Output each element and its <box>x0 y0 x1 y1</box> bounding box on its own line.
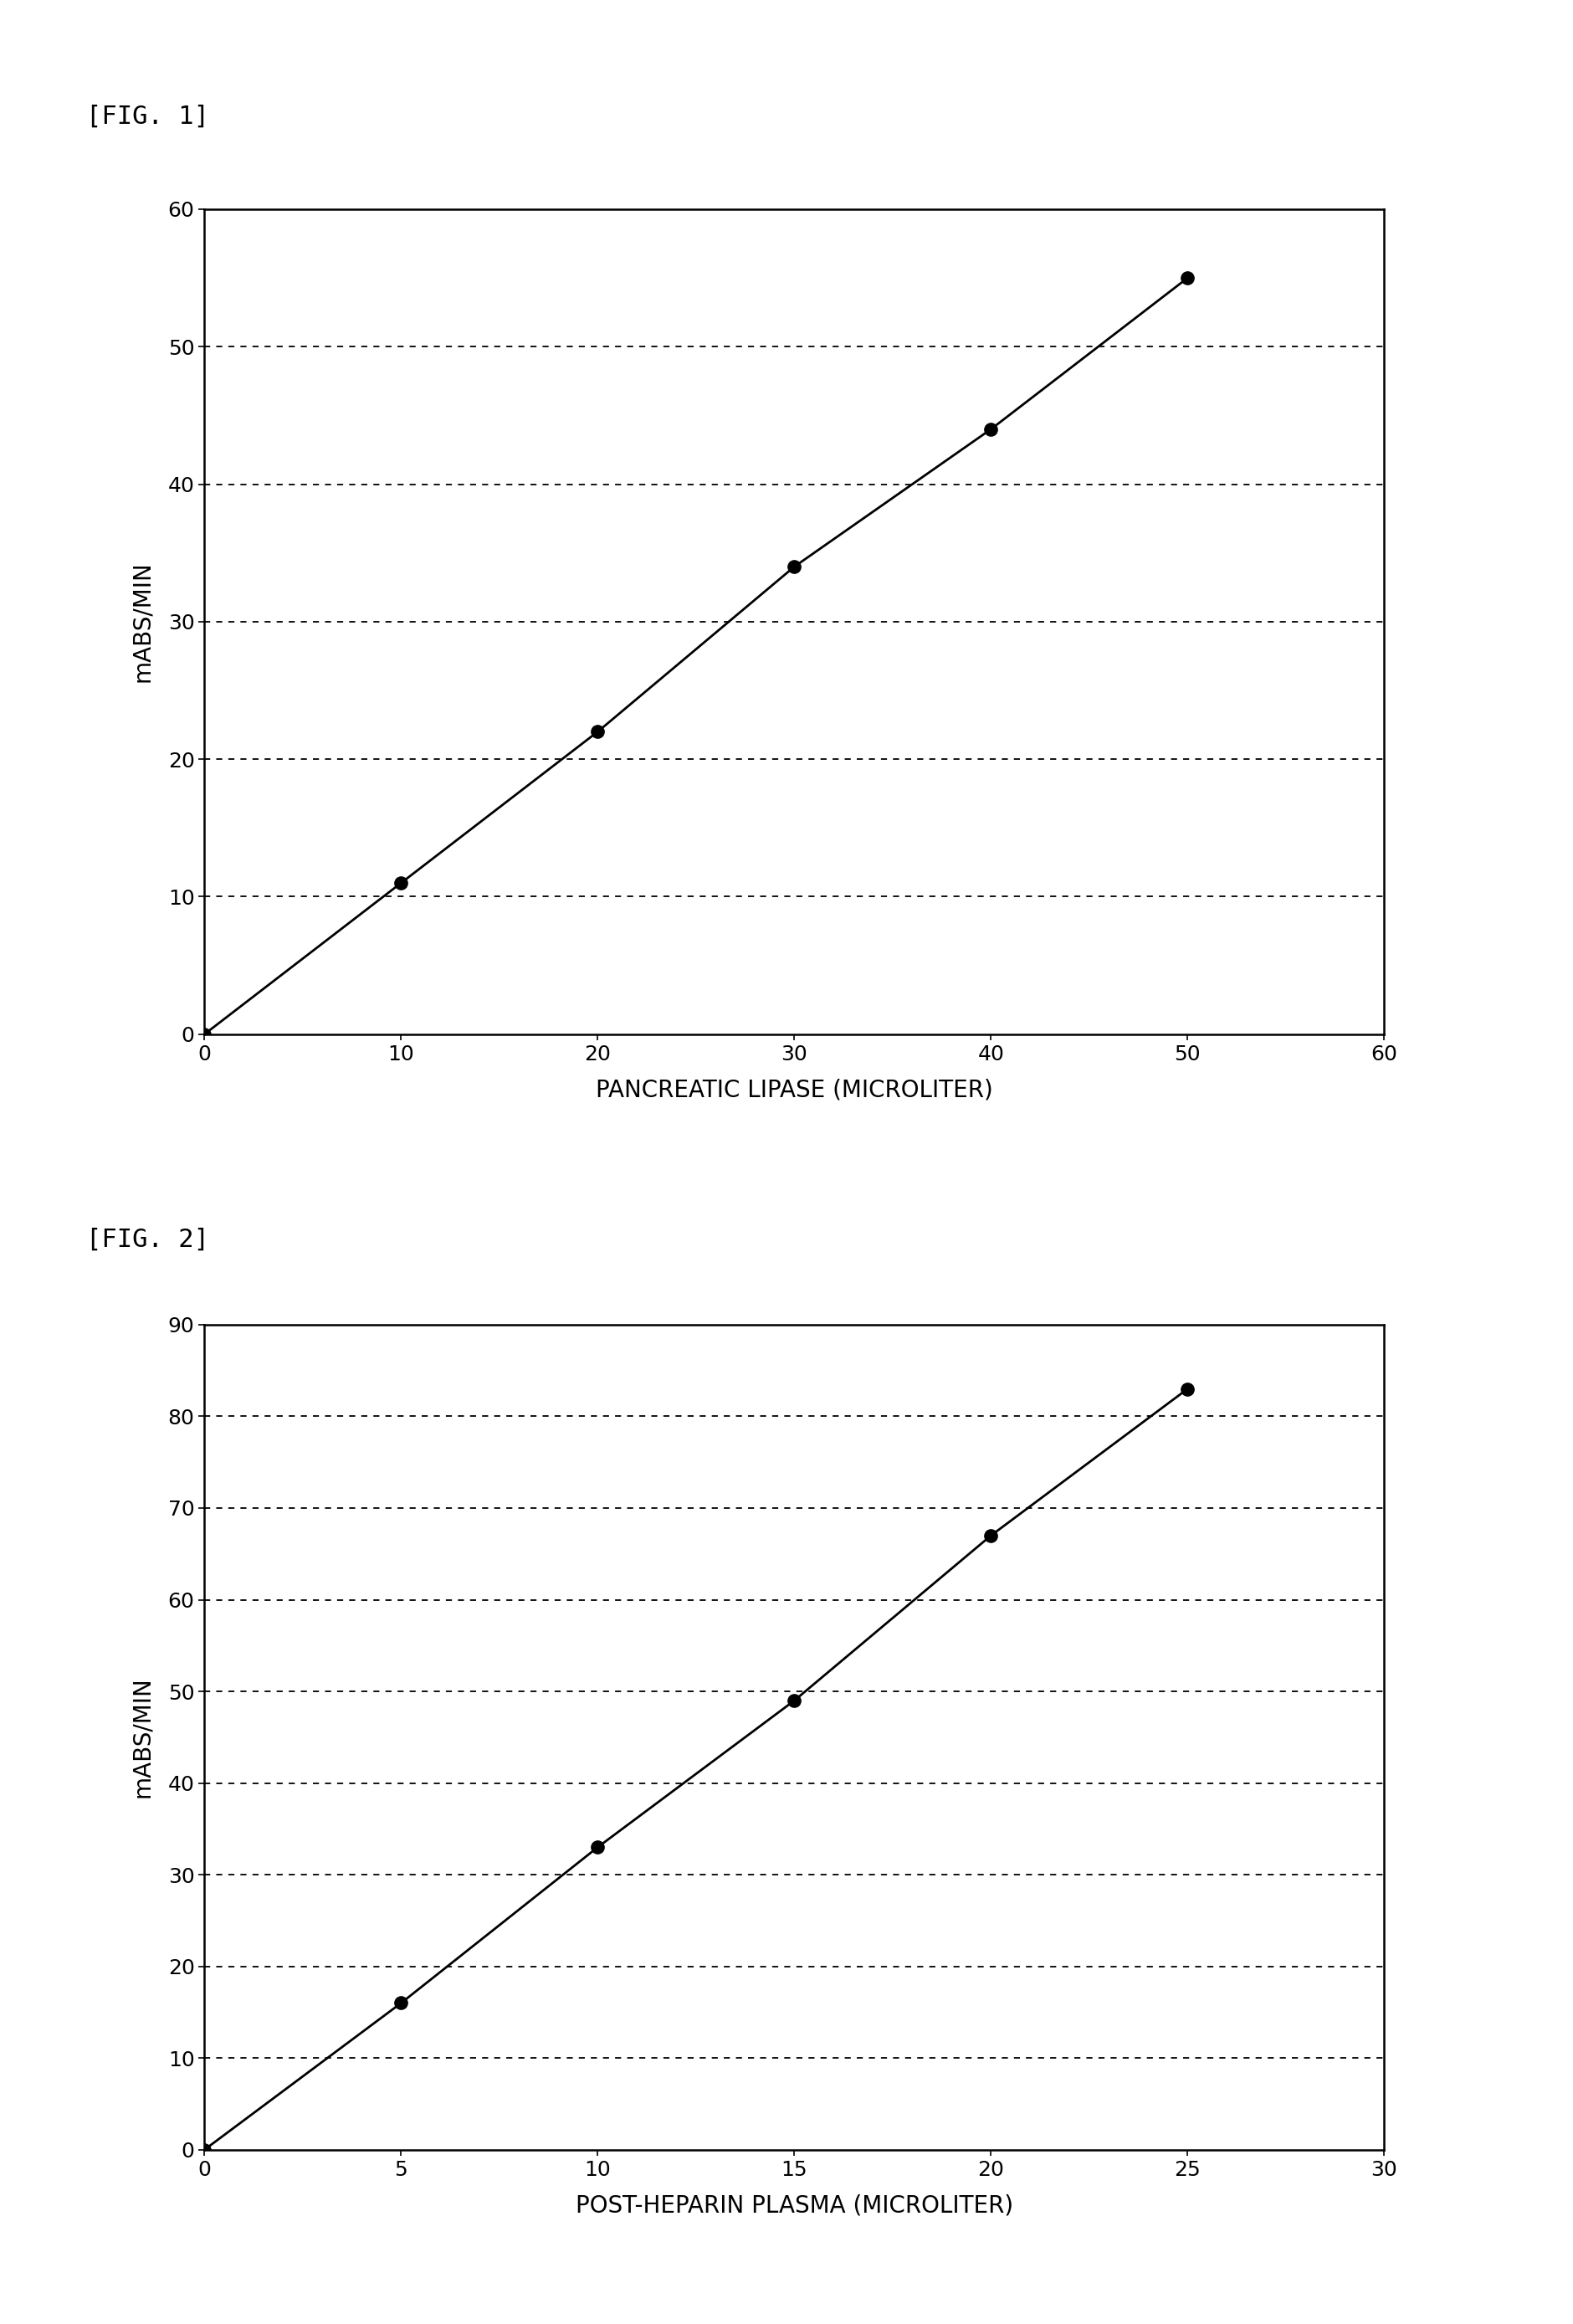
Text: [FIG. 2]: [FIG. 2] <box>87 1227 209 1250</box>
Y-axis label: mABS/MIN: mABS/MIN <box>131 560 154 683</box>
X-axis label: PANCREATIC LIPASE (MICROLITER): PANCREATIC LIPASE (MICROLITER) <box>596 1078 993 1102</box>
Y-axis label: mABS/MIN: mABS/MIN <box>131 1676 154 1799</box>
X-axis label: POST-HEPARIN PLASMA (MICROLITER): POST-HEPARIN PLASMA (MICROLITER) <box>576 2194 1013 2217</box>
Text: [FIG. 1]: [FIG. 1] <box>87 105 209 128</box>
